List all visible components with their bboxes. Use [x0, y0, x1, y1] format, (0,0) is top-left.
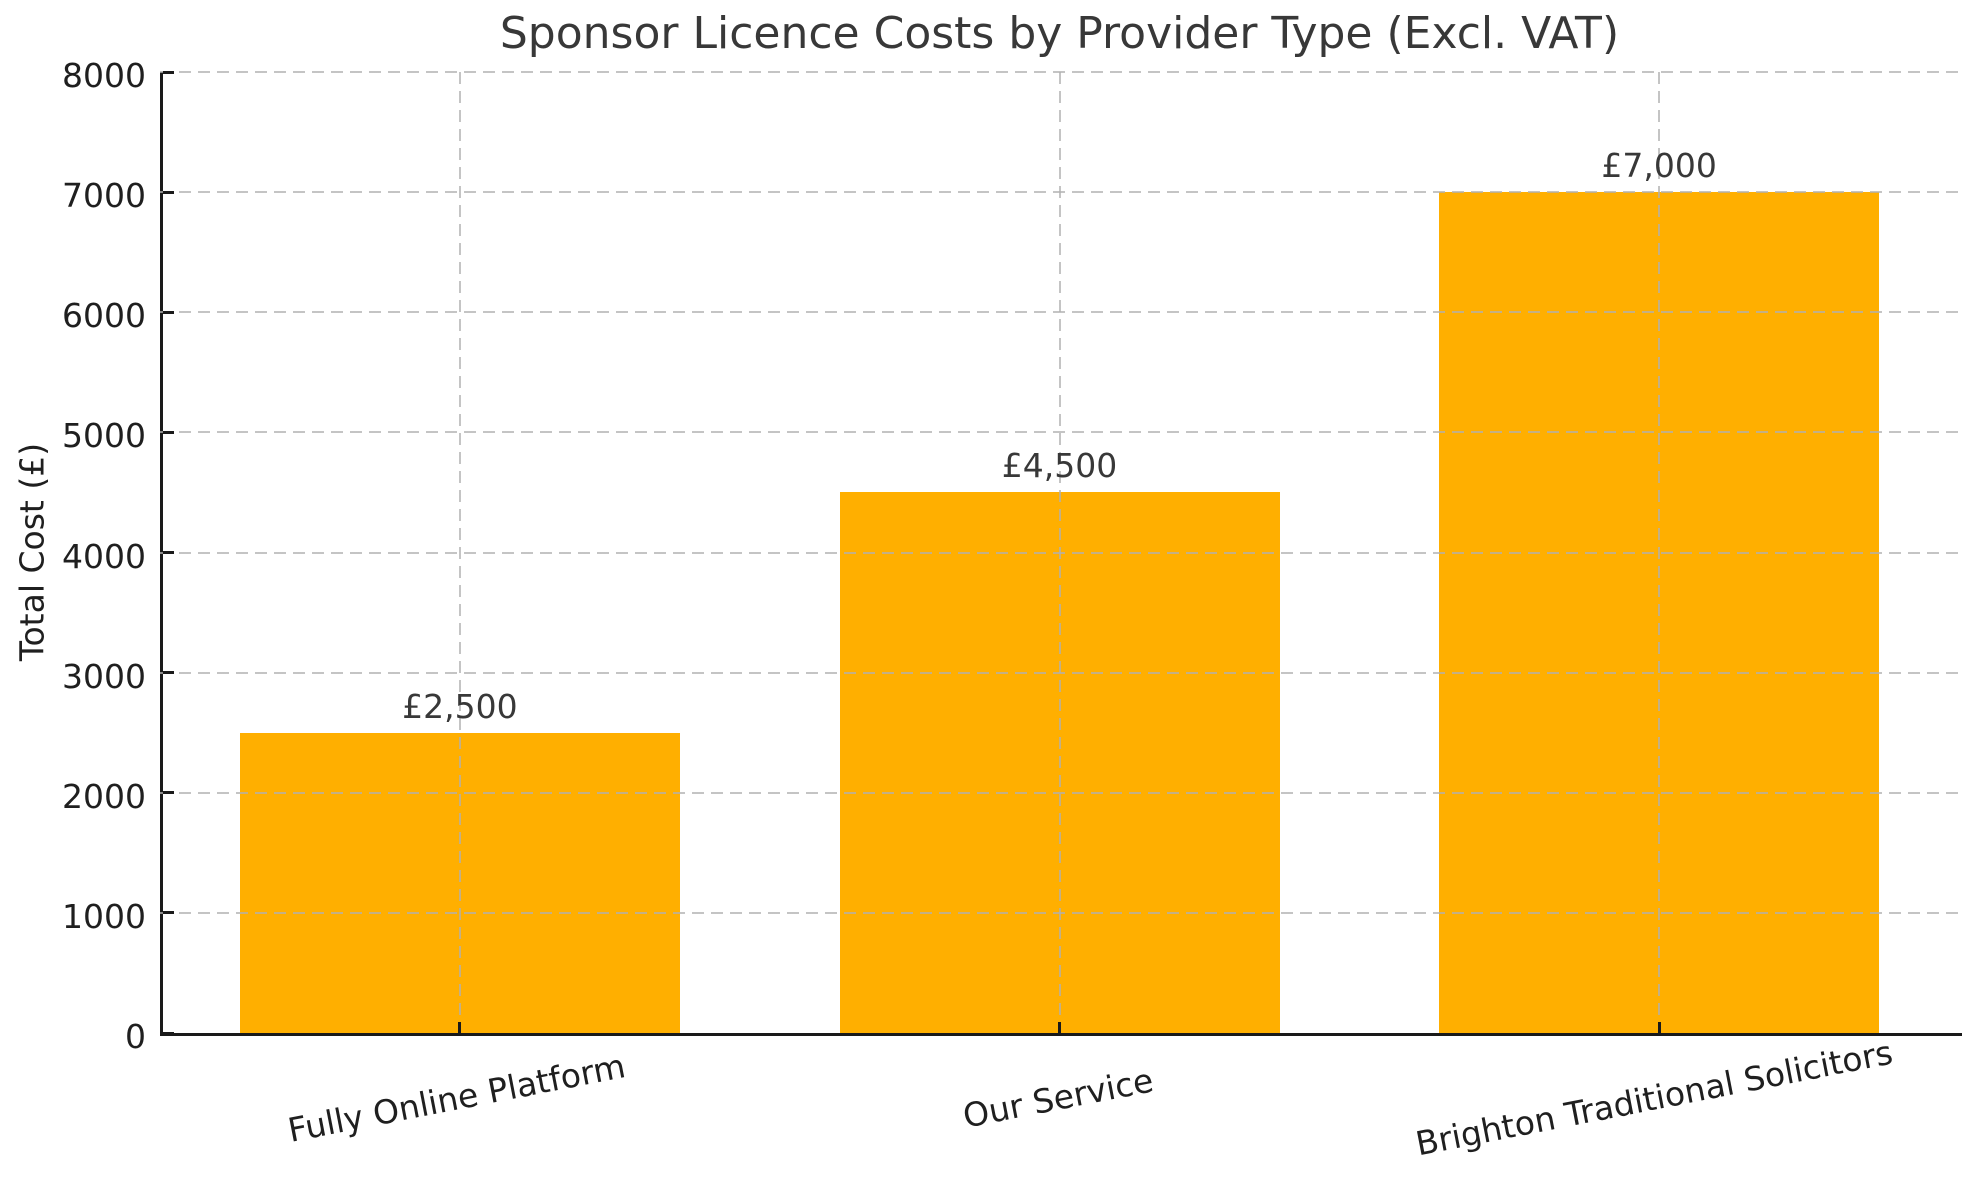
y-tick-label: 6000 [62, 296, 146, 336]
y-tick-mark [163, 70, 174, 74]
y-tick-mark [163, 671, 174, 675]
x-tick-mark [1657, 1022, 1661, 1033]
y-tick-mark [163, 310, 174, 314]
gridline-vertical [458, 72, 461, 1033]
chart-title: Sponsor Licence Costs by Provider Type (… [499, 8, 1620, 59]
x-tick-mark [1058, 1022, 1061, 1033]
bar-value-label: £4,500 [1001, 446, 1118, 486]
gridline-vertical [1058, 72, 1061, 1033]
y-tick-mark [163, 430, 174, 434]
y-tick-label: 3000 [62, 656, 146, 696]
y-tick-mark [163, 1031, 174, 1035]
x-tick-label: Our Service [959, 1060, 1156, 1136]
x-tick-label: Fully Online Platform [284, 1046, 629, 1150]
y-tick-mark [163, 911, 174, 915]
y-tick-label: 5000 [62, 416, 146, 456]
y-tick-label: 4000 [62, 536, 146, 576]
y-tick-mark [163, 551, 174, 554]
y-tick-label: 2000 [62, 776, 146, 816]
gridline-vertical [1658, 72, 1661, 1033]
x-tick-label: Brighton Traditional Solicitors [1412, 1032, 1896, 1164]
bar-value-label: £2,500 [402, 686, 518, 726]
y-tick-mark [163, 791, 174, 795]
y-tick-label: 1000 [62, 896, 146, 936]
x-tick-mark [458, 1022, 462, 1033]
bar-value-label: £7,000 [1601, 146, 1717, 186]
y-tick-label: 0 [125, 1017, 146, 1056]
y-tick-label: 8000 [62, 56, 146, 95]
y-tick-mark [163, 190, 174, 194]
y-tick-label: 7000 [62, 176, 146, 216]
